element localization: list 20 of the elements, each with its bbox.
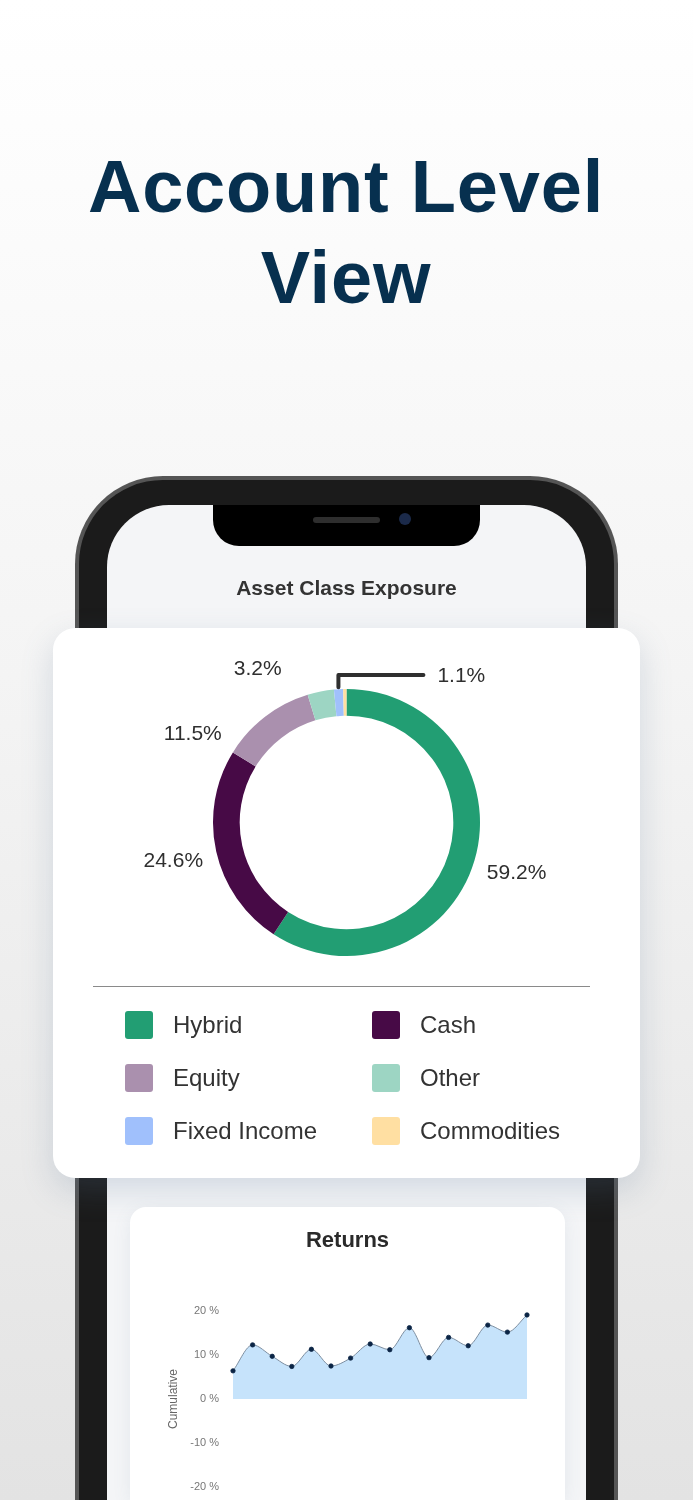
data-label: 11.5% <box>163 720 222 744</box>
y-tick-label: 10 % <box>193 1348 220 1361</box>
y-tick-label: 20 % <box>193 1304 220 1317</box>
legend-label: Cash <box>420 1010 477 1039</box>
y-tick-label: 0 % <box>200 1392 220 1405</box>
legend-label: Other <box>420 1063 481 1092</box>
chart-subtitle: Asset Class Exposure <box>235 575 458 601</box>
chart-title: Returns <box>304 1227 391 1253</box>
legend-label: Equity <box>173 1063 240 1092</box>
y-tick-label: -20 % <box>190 1480 220 1493</box>
legend-label: Commodities <box>420 1116 561 1145</box>
chart-title: Account Level View <box>86 144 606 321</box>
legend-label: Hybrid <box>173 1010 243 1039</box>
data-label: 3.2% <box>233 655 282 679</box>
y-tick-label: -10 % <box>190 1436 220 1449</box>
data-label: 1.1% <box>437 662 486 686</box>
y-axis-title: Cumulative <box>165 1368 180 1430</box>
legend-label: Fixed Income <box>173 1116 318 1145</box>
data-label: 24.6% <box>143 848 204 872</box>
data-label: 59.2% <box>486 859 547 883</box>
